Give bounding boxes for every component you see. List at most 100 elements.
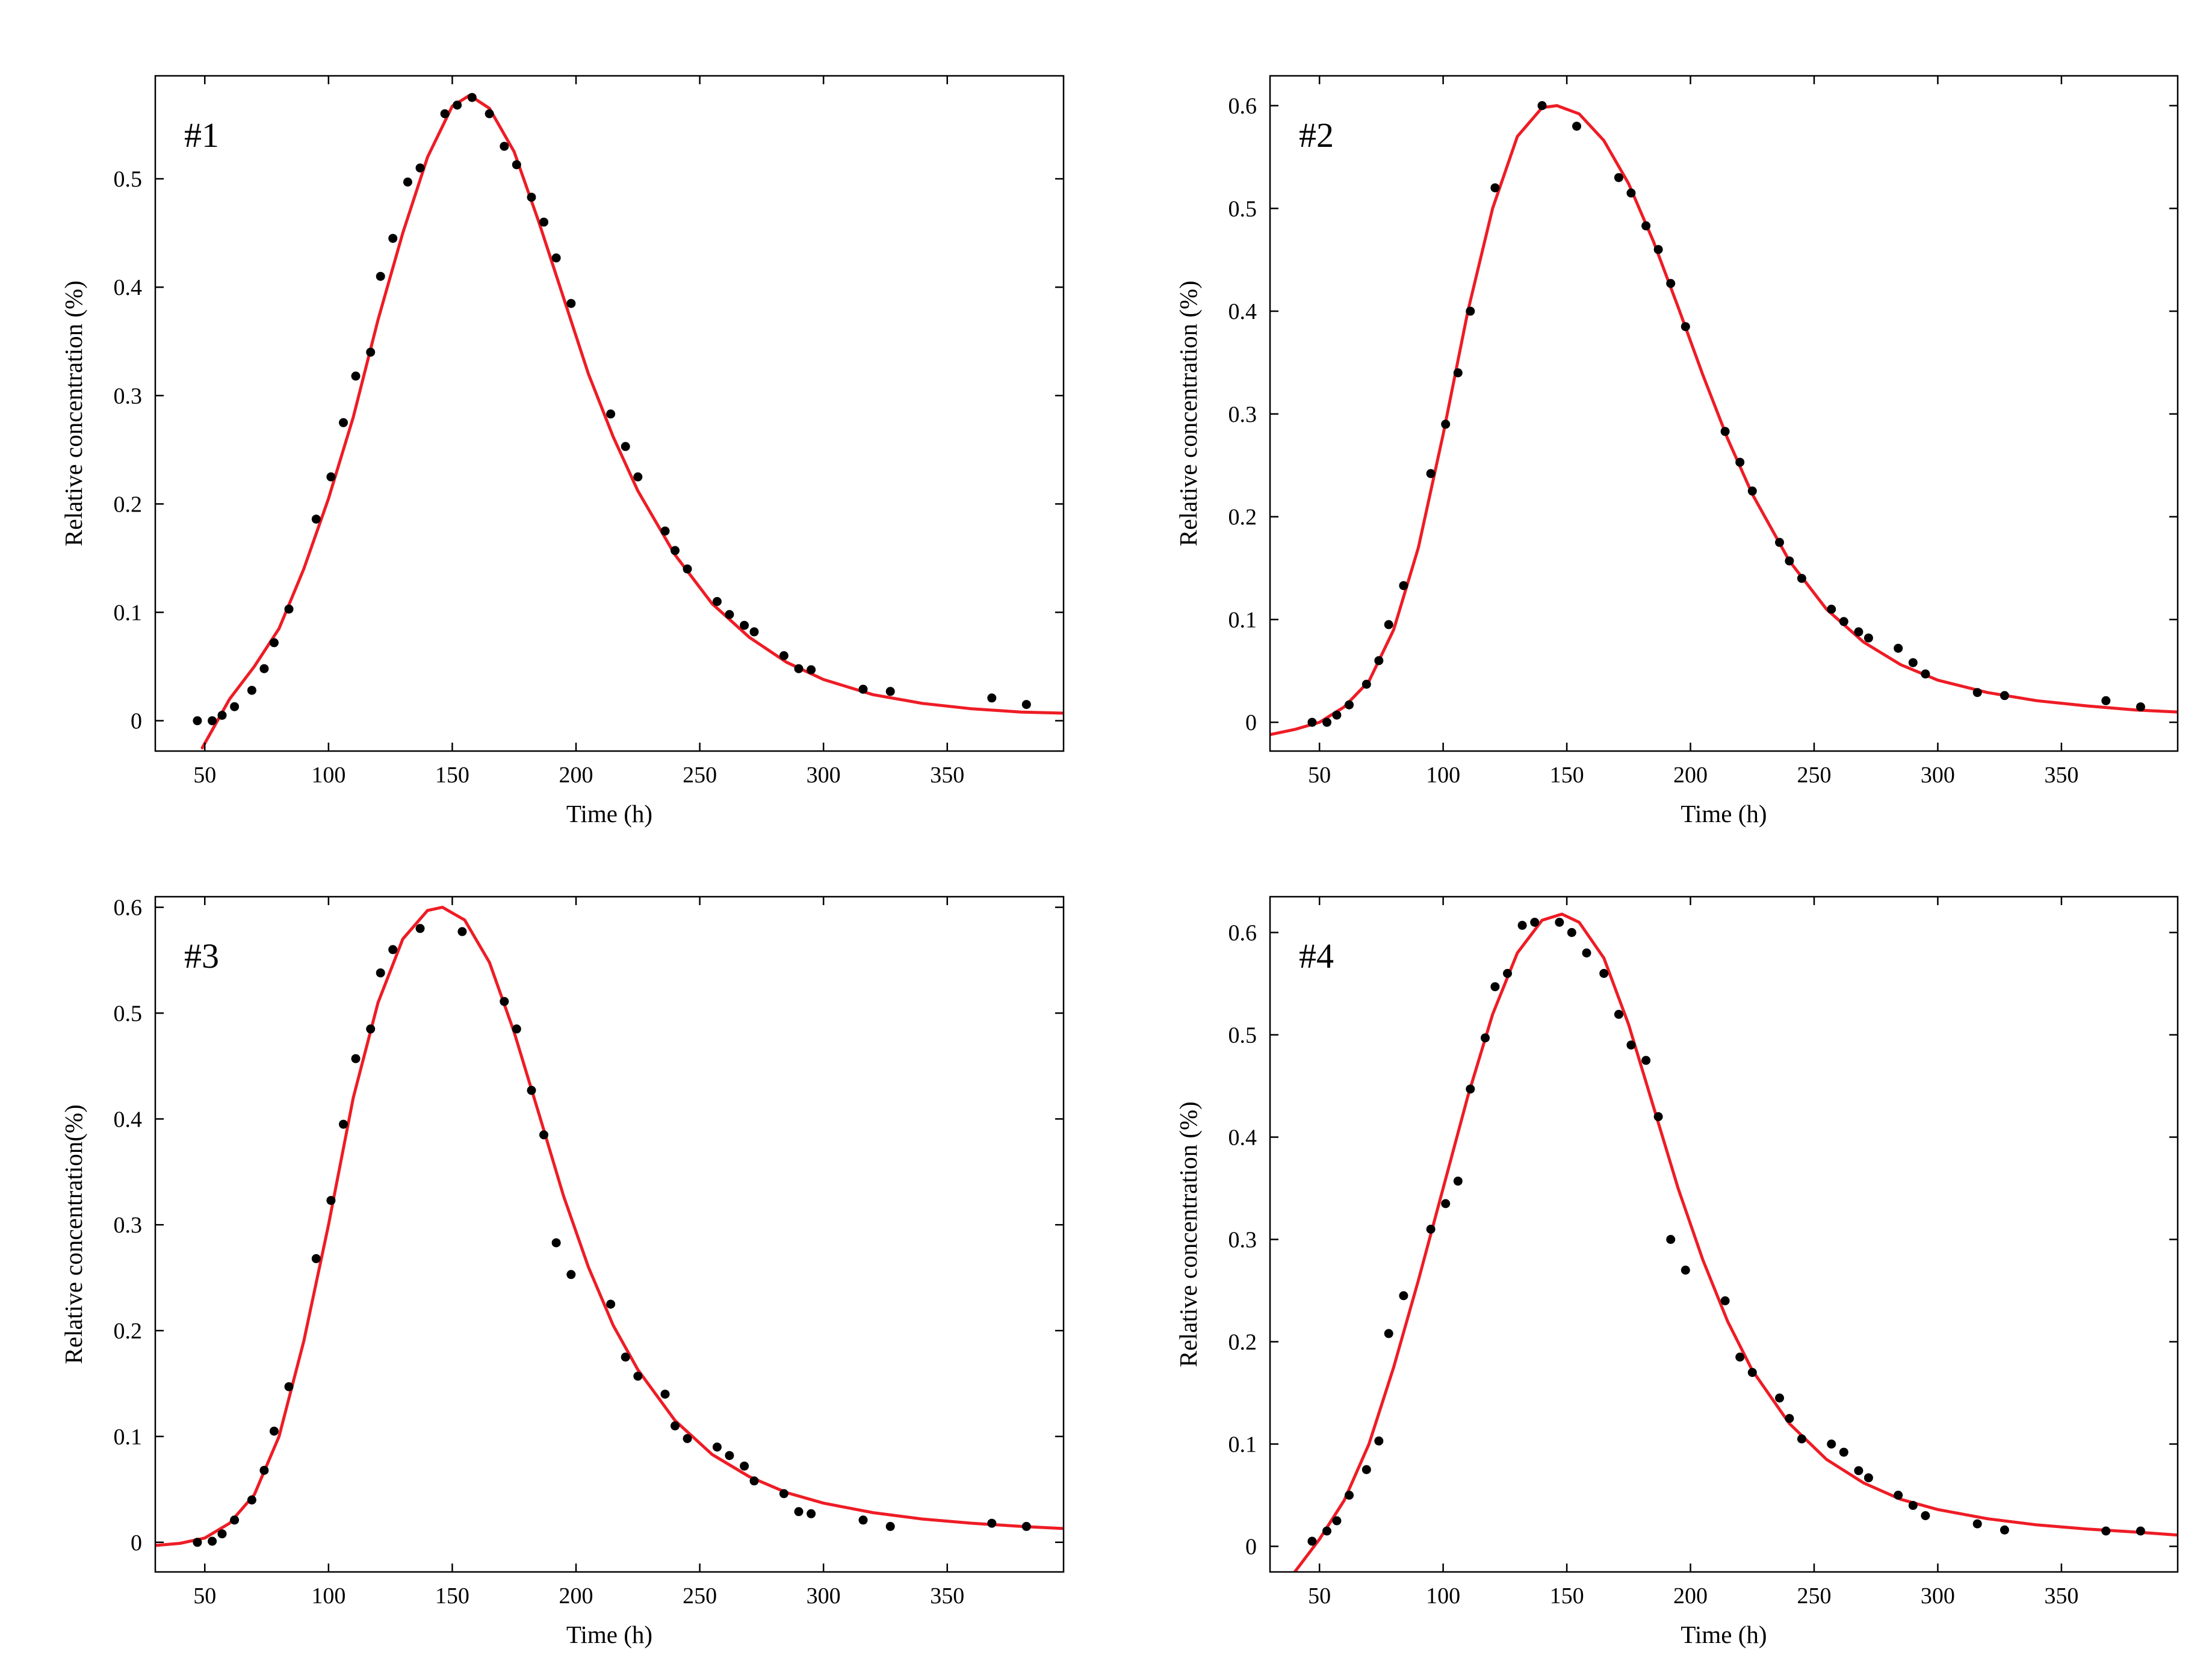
data-point [566,1270,576,1279]
data-point [1827,1440,1836,1449]
data-point [725,610,734,619]
data-point [193,716,202,726]
data-point [1555,918,1564,927]
data-point [1908,1501,1918,1510]
data-point [1839,1447,1848,1457]
data-point [1345,700,1354,710]
data-point [1537,101,1547,110]
y-tick-label: 0.3 [114,1213,143,1238]
data-point [512,160,521,170]
data-point [779,1489,788,1499]
data-point [671,1421,680,1431]
data-point [351,371,361,381]
data-point [388,945,398,954]
y-tick-label: 0.3 [1228,402,1257,427]
data-point [2101,696,2111,705]
x-tick-label: 250 [683,1583,717,1609]
x-tick-label: 350 [930,762,964,788]
data-point [1567,928,1576,937]
fitted-curve [200,93,1064,750]
y-tick-label: 0.5 [114,1001,143,1026]
data-point [326,472,336,481]
data-point [1653,1112,1663,1121]
data-point [500,141,509,151]
data-point [247,1495,256,1505]
panel-label: #1 [184,116,219,155]
data-point [660,1390,670,1399]
data-point [284,604,294,614]
x-tick-label: 150 [435,762,469,788]
x-tick-label: 150 [1550,1583,1584,1609]
y-tick-label: 0.2 [114,492,143,517]
y-tick-label: 0.6 [1228,94,1257,119]
data-point [621,442,630,451]
data-point [1626,1041,1636,1050]
panel-3: 50 100 150 200 250 300 350 0 0.1 0.2 0.3 0.4 0.5 0.6 T… [60,895,1065,1648]
y-tick-label: 0 [131,709,142,734]
data-point [1863,633,1873,643]
data-point [1720,427,1730,436]
data-point [807,665,816,675]
data-point [539,1130,548,1140]
data-point [339,1119,348,1129]
data-point [1626,188,1636,198]
data-point [539,217,548,227]
data-point [1921,669,1930,679]
data-point [1785,556,1794,566]
x-tick-label: 150 [1550,762,1584,788]
data-point [885,1521,895,1531]
x-axis-label: Time (h) [566,1621,652,1648]
data-point [2000,1525,2009,1535]
y-tick-label: 0 [1245,1535,1257,1560]
x-tick-label: 200 [1673,1583,1708,1609]
data-point [779,651,788,660]
data-point [457,927,467,936]
plot-frame [154,895,1065,1573]
data-point [415,163,425,173]
data-point [1921,1511,1930,1520]
y-tick-label: 0.1 [1228,607,1257,633]
x-tick-label: 350 [2044,762,2078,788]
data-point [247,685,256,695]
fitted-curve [1270,104,2178,737]
data-point [259,1465,269,1475]
data-point [208,1536,217,1546]
y-tick-label: 0.3 [1228,1228,1257,1253]
data-point [1775,1393,1784,1403]
data-point [440,109,450,119]
data-point [1972,1519,1982,1529]
data-point [1362,679,1371,689]
data-point [1775,537,1784,547]
data-point [284,1382,294,1391]
y-axis-label: Relative concentration (%) [60,280,87,546]
data-point [2136,1526,2145,1536]
panel-1: 50 100 150 200 250 300 350 0 0.1 0.2 0.3 0.4 0.5 Time… [60,75,1065,827]
data-point [217,1529,227,1539]
y-tick-label: 0.3 [114,383,143,409]
data-point [683,564,692,574]
data-point [1399,1291,1408,1301]
data-point [1490,183,1500,193]
data-point [683,1434,692,1443]
y-tick-label: 0.4 [114,1107,143,1132]
data-point [1894,643,1903,653]
data-point [551,253,561,263]
data-point [2101,1526,2111,1536]
data-point [2136,702,2145,712]
data-point [269,1426,279,1436]
fitted-curve [1293,912,2178,1572]
data-point [606,1299,616,1309]
y-tick-label: 0.5 [114,167,143,192]
data-point [1827,604,1836,614]
y-tick-label: 0.5 [1228,1023,1257,1048]
data-point [326,1196,336,1205]
data-point [311,1254,321,1263]
x-axis-label: Time (h) [566,800,652,827]
data-point [1641,221,1651,230]
data-point [1854,627,1863,637]
panel-label: #4 [1299,936,1334,976]
data-point [351,1054,361,1063]
data-point [1854,1466,1863,1476]
data-point [1441,419,1451,429]
y-axis-label: Relative concentration(%) [60,1104,87,1364]
